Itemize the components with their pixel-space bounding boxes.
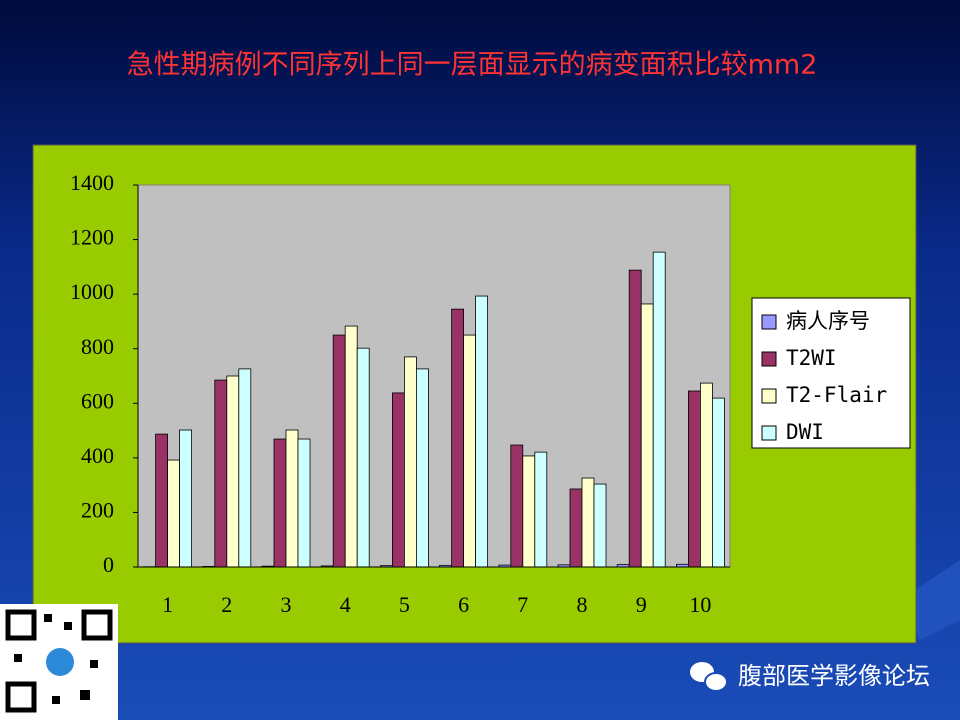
bar bbox=[569, 488, 583, 568]
bar bbox=[415, 368, 429, 568]
legend-label: T2WI bbox=[786, 346, 837, 370]
bar bbox=[297, 438, 311, 568]
bar bbox=[356, 347, 370, 568]
x-tick-label: 3 bbox=[281, 592, 292, 617]
y-tick-label: 0 bbox=[103, 552, 114, 577]
x-tick-label: 9 bbox=[636, 592, 647, 617]
bar bbox=[332, 334, 346, 568]
x-tick-label: 10 bbox=[689, 592, 711, 617]
wechat-icon bbox=[690, 662, 728, 692]
y-tick-label: 800 bbox=[81, 334, 114, 359]
legend-swatch bbox=[761, 388, 777, 404]
bar bbox=[640, 303, 654, 568]
bar bbox=[226, 375, 240, 568]
bar bbox=[475, 295, 489, 568]
bar bbox=[534, 451, 548, 568]
bar bbox=[700, 382, 713, 568]
y-tick-label: 200 bbox=[81, 497, 114, 522]
chart-title: 急性期病例不同序列上同一层面显示的病变面积比较mm2 bbox=[127, 50, 818, 81]
bar bbox=[285, 429, 299, 568]
y-tick-label: 600 bbox=[81, 388, 114, 413]
bar bbox=[712, 397, 725, 568]
x-tick-label: 2 bbox=[221, 592, 232, 617]
x-tick-label: 8 bbox=[577, 592, 588, 617]
bar bbox=[463, 334, 477, 568]
bar bbox=[344, 325, 358, 568]
bar bbox=[652, 251, 666, 568]
bar bbox=[451, 308, 465, 568]
y-tick-label: 1400 bbox=[70, 170, 114, 195]
bar bbox=[214, 379, 228, 568]
legend-label: T2-Flair bbox=[786, 383, 887, 407]
x-tick-label: 7 bbox=[517, 592, 528, 617]
bar bbox=[593, 483, 607, 568]
bar bbox=[179, 429, 193, 568]
legend-swatch bbox=[761, 425, 777, 441]
bar bbox=[167, 459, 181, 568]
watermark: 腹部医学影像论坛 bbox=[738, 662, 930, 690]
legend-label: DWI bbox=[786, 420, 824, 444]
x-tick-label: 5 bbox=[399, 592, 410, 617]
bar bbox=[522, 455, 536, 568]
x-tick-label: 1 bbox=[162, 592, 173, 617]
bar bbox=[155, 433, 169, 568]
legend-label: 病人序号 bbox=[786, 309, 870, 333]
bar bbox=[510, 444, 524, 568]
bar bbox=[238, 368, 252, 568]
qr-code bbox=[0, 604, 118, 720]
y-tick-label: 1000 bbox=[70, 279, 114, 304]
bar bbox=[688, 390, 701, 568]
legend-swatch bbox=[761, 314, 777, 330]
bar bbox=[391, 392, 405, 568]
x-tick-label: 6 bbox=[458, 592, 469, 617]
bar bbox=[403, 356, 417, 568]
y-tick-label: 400 bbox=[81, 443, 114, 468]
legend-swatch bbox=[761, 351, 777, 367]
legend bbox=[751, 297, 911, 449]
x-tick-label: 4 bbox=[340, 592, 351, 617]
bar bbox=[273, 438, 287, 568]
y-tick-label: 1200 bbox=[70, 225, 114, 250]
bar bbox=[581, 477, 595, 568]
bar bbox=[628, 269, 642, 568]
